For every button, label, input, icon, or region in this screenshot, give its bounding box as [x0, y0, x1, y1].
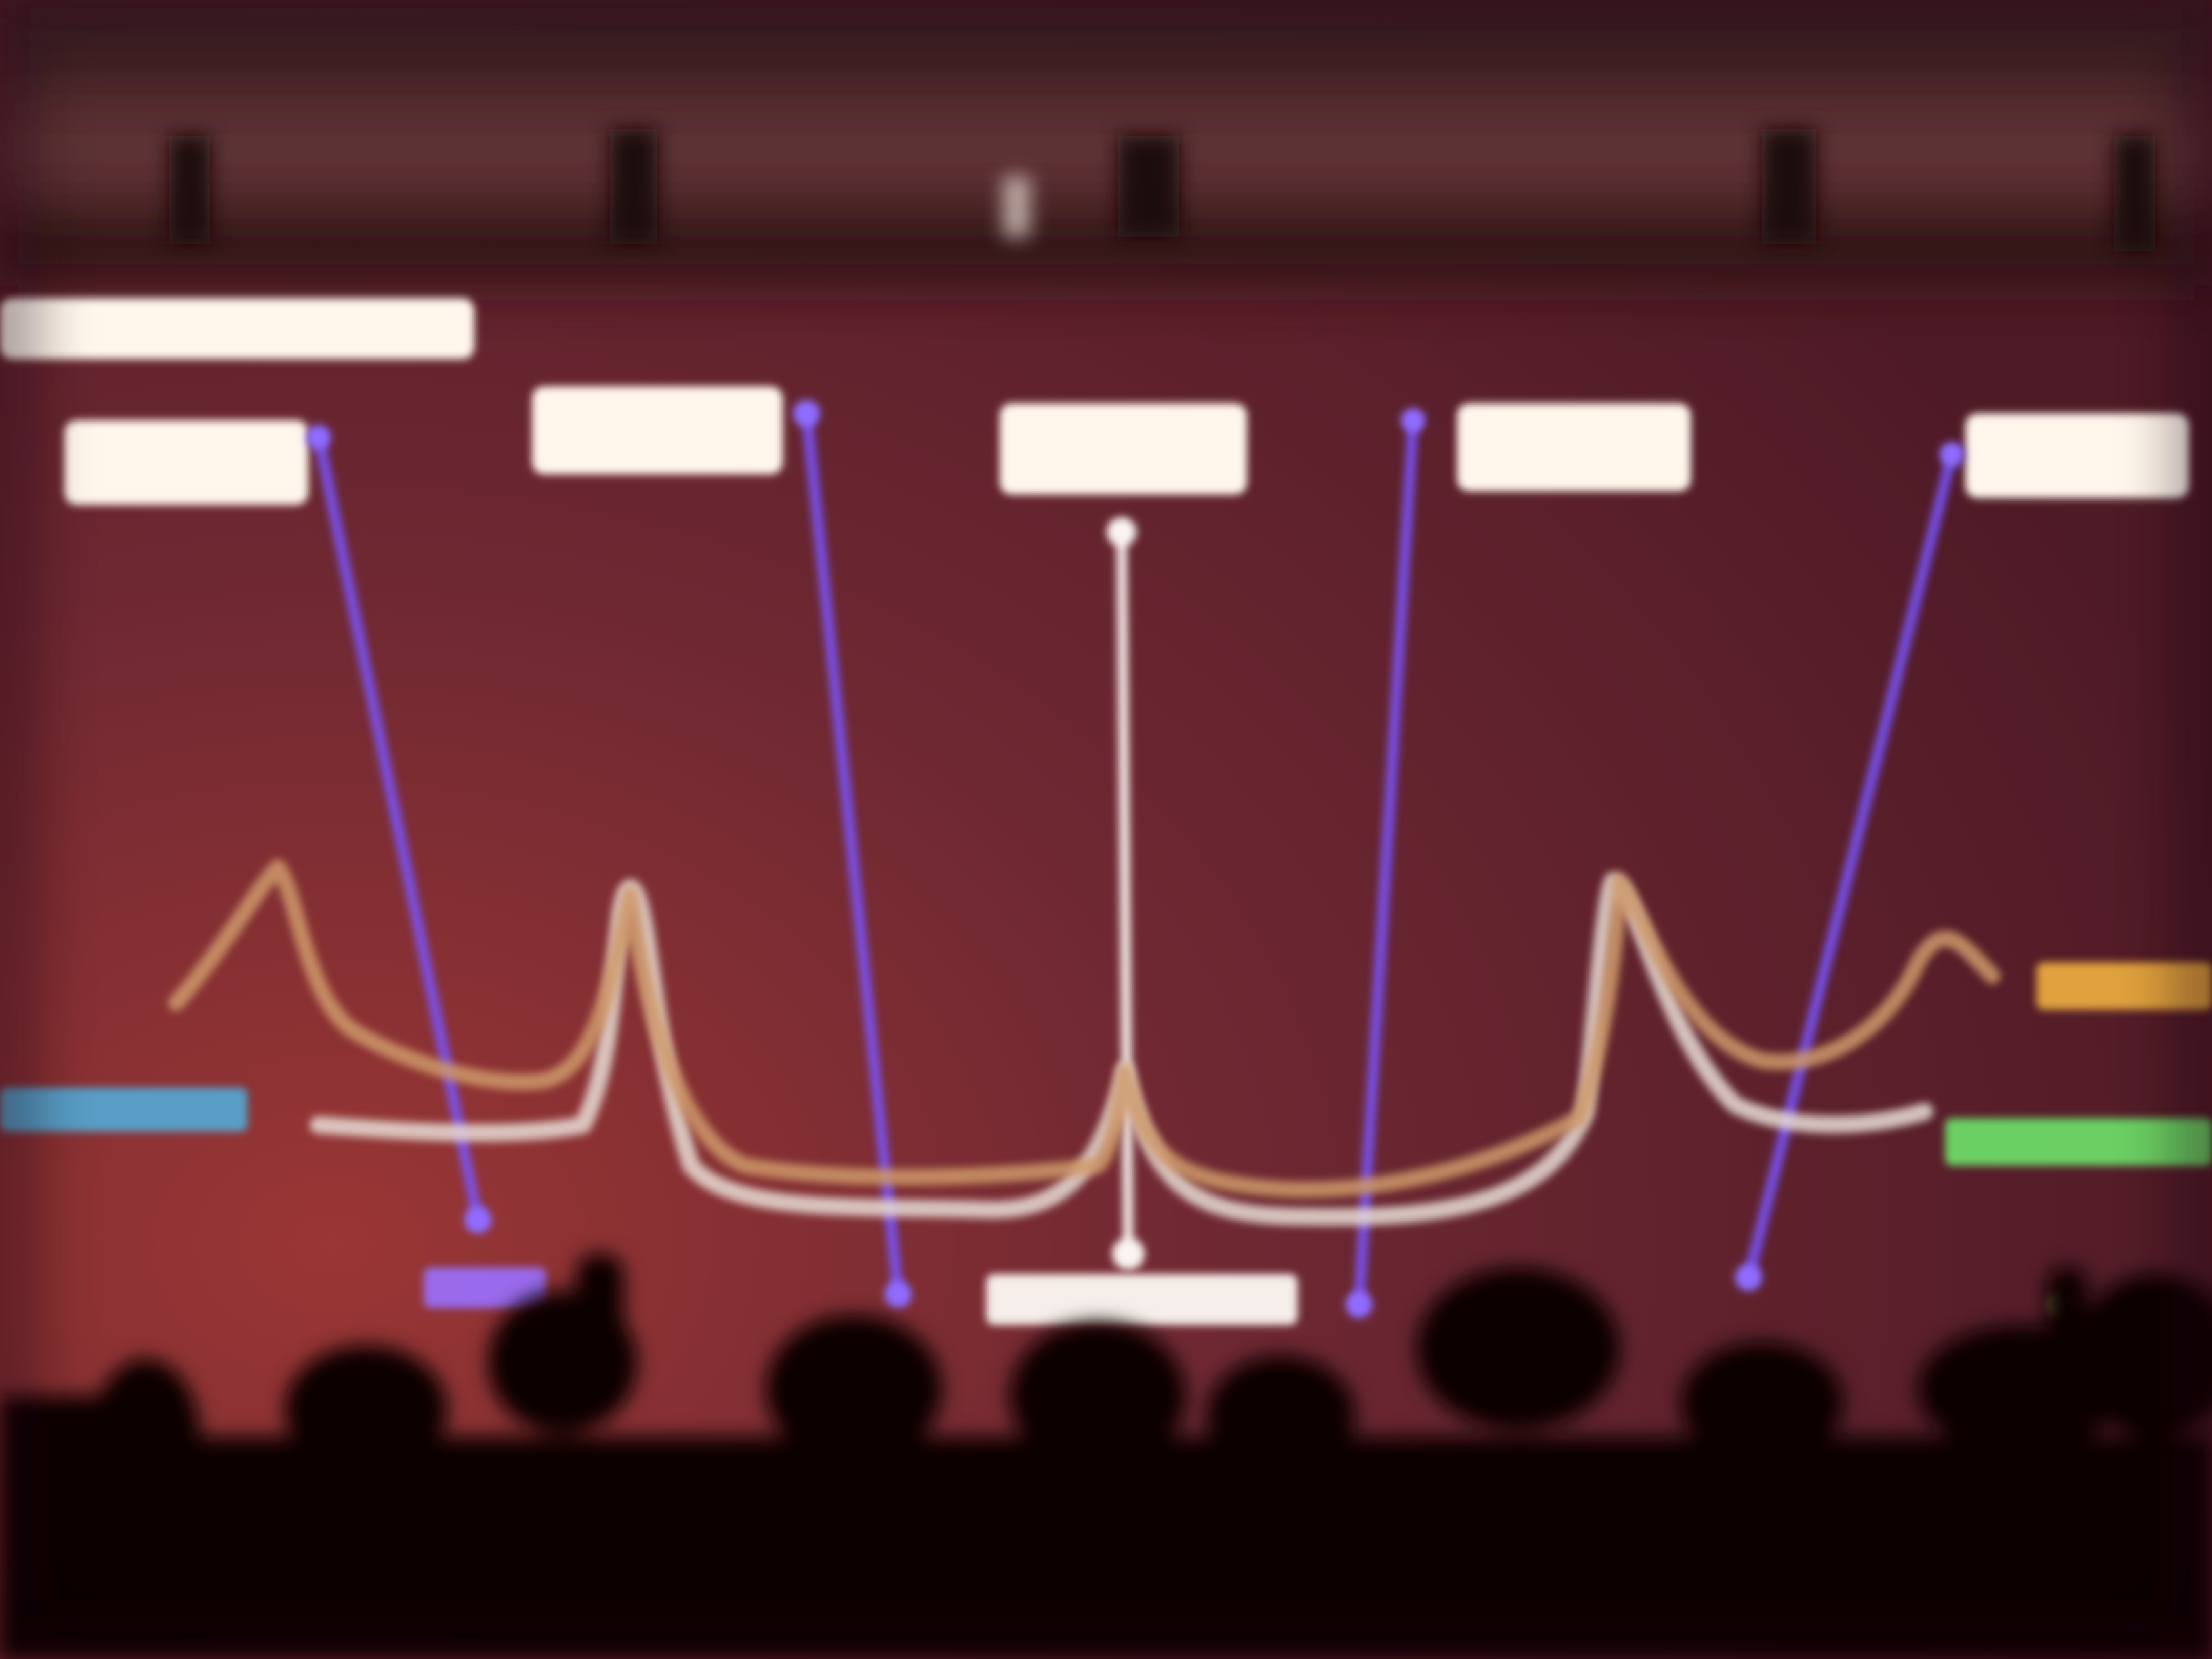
spectrum-curve-orange	[168, 859, 2001, 1198]
label-box-4	[1457, 403, 1691, 491]
white-pointer-line	[1107, 517, 1145, 1270]
label-box-5	[1965, 413, 2189, 498]
label-violet	[424, 1267, 546, 1308]
crowd-silhouettes	[0, 1254, 2212, 1659]
label-amber	[2036, 962, 2212, 1010]
label-box-2	[532, 386, 783, 474]
violet-pointer-dots	[306, 400, 1964, 1318]
label-green	[1945, 1118, 2212, 1166]
bottom-labels	[0, 962, 2212, 1325]
top-label-boxes	[0, 298, 2189, 505]
label-white-center	[986, 1274, 1298, 1325]
label-box-3	[1000, 403, 1247, 495]
title-label-box	[0, 298, 474, 359]
ceiling-band	[0, 0, 2212, 285]
ceiling-fixtures	[169, 129, 2155, 251]
label-cyan	[0, 1088, 247, 1132]
violet-pointer-lines	[313, 408, 1957, 1310]
label-box-1	[64, 420, 308, 505]
